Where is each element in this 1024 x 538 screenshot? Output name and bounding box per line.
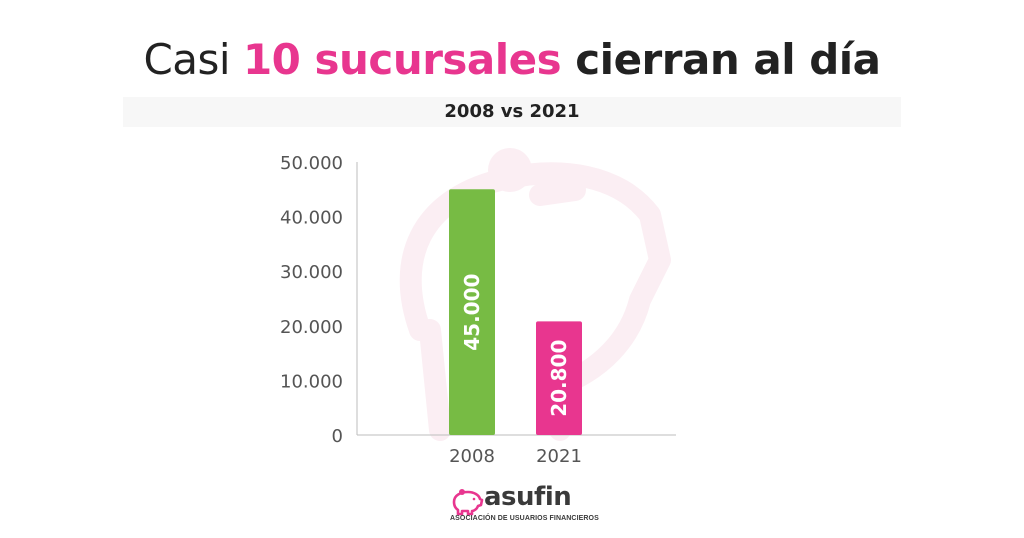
bar-value-label: 45.000 [460, 274, 484, 351]
x-tick-label: 2021 [536, 446, 582, 467]
title-part1: Casi [143, 35, 243, 84]
x-tick-label: 2008 [449, 446, 495, 467]
subtitle: 2008 vs 2021 [444, 101, 580, 122]
title-part2: cierran al día [561, 35, 881, 84]
y-tick-label: 20.000 [280, 317, 343, 338]
piggy-bank-icon [452, 489, 484, 516]
subtitle-bar: 2008 vs 2021 [123, 97, 901, 127]
logo-tagline: ASOCIACIÓN DE USUARIOS FINANCIEROS [450, 515, 599, 522]
y-tick-label: 10.000 [280, 371, 343, 392]
bar-2008 [449, 189, 495, 435]
piggy-bank-watermark-icon [399, 148, 671, 441]
y-tick-label: 50.000 [280, 153, 343, 174]
bar-value-label: 20.800 [547, 340, 571, 417]
y-tick-label: 30.000 [280, 262, 343, 283]
bar-2021 [536, 321, 582, 435]
y-tick-label: 40.000 [280, 208, 343, 229]
title-highlight: 10 sucursales [242, 35, 562, 84]
page-title: Casi 10 sucursales cierran al día [0, 32, 1024, 88]
asufin-logo: asufin ASOCIACIÓN DE USUARIOS FINANCIERO… [450, 482, 599, 530]
logo-wordmark: asufin [484, 482, 572, 512]
y-tick-label: 0 [332, 426, 343, 447]
